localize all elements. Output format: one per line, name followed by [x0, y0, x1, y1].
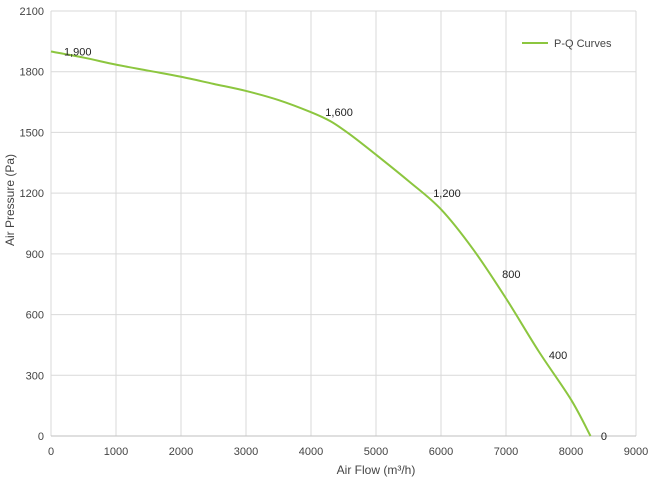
x-tick-label: 0 [48, 446, 54, 458]
y-axis-title: Air Pressure (Pa) [3, 154, 17, 246]
axes: 0 1000 2000 3000 4000 5000 6000 7000 8000 9000030… [20, 6, 649, 458]
x-tick-label: 2000 [169, 446, 193, 458]
y-tick-label: 900 [26, 249, 44, 261]
data-labels: 1,900 1,600 1,200 800 400 0 [64, 46, 607, 443]
legend: P-Q Curves [522, 38, 612, 50]
data-label: 1,600 [325, 107, 353, 119]
x-tick-label: 9000 [624, 446, 648, 458]
legend-label: P-Q Curves [554, 38, 612, 50]
x-tick-label: 1000 [104, 446, 128, 458]
y-tick-label: 0 [38, 431, 44, 443]
x-tick-label: 5000 [364, 446, 388, 458]
y-tick-label: 1800 [20, 67, 44, 79]
y-tick-label: 1200 [20, 188, 44, 200]
data-label: 400 [549, 350, 567, 362]
series-line-pq-curves [50, 50, 592, 437]
data-label: 0 [601, 431, 607, 443]
y-tick-label: 1500 [20, 127, 44, 139]
x-tick-label: 3000 [234, 446, 258, 458]
x-axis-title: Air Flow (m³/h) [337, 463, 416, 477]
x-tick-label: 6000 [429, 446, 453, 458]
x-tick-label: 4000 [299, 446, 323, 458]
series [50, 50, 592, 437]
grid [50, 10, 637, 437]
data-label: 1,200 [433, 188, 461, 200]
data-label: 1,900 [64, 46, 92, 58]
y-tick-label: 600 [26, 310, 44, 322]
x-tick-label: 7000 [494, 446, 518, 458]
y-tick-label: 2100 [20, 6, 44, 18]
y-tick-label: 300 [26, 370, 44, 382]
x-tick-label: 8000 [559, 446, 583, 458]
data-label: 800 [502, 269, 520, 281]
